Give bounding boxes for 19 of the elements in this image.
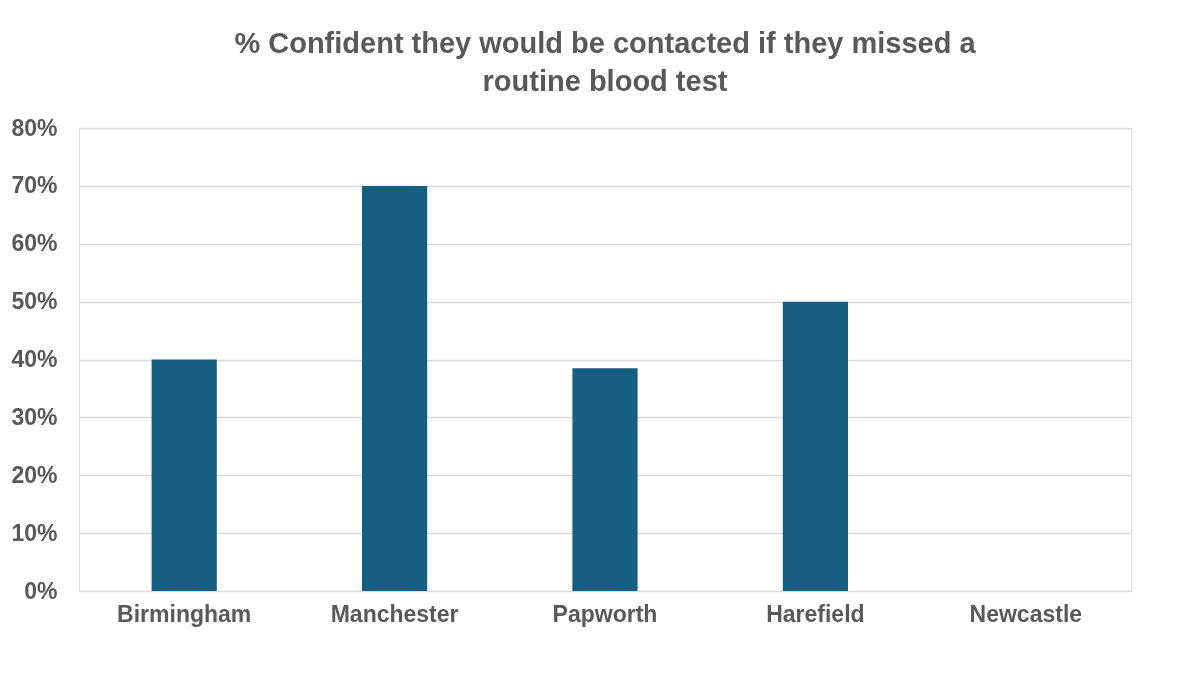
y-tick-label: 60%: [11, 230, 58, 257]
y-tick-label: 40%: [11, 346, 58, 372]
y-tick-label: 0%: [24, 577, 58, 604]
chart-title: % Confident they would be contacted if they missed a routine blood test: [234, 27, 977, 97]
bar: [782, 301, 849, 591]
bar: [151, 359, 217, 591]
y-tick-label: 70%: [11, 172, 58, 199]
bar: [572, 368, 638, 591]
x-tick-label: Newcastle: [969, 600, 1083, 627]
x-tick-label: Manchester: [330, 600, 459, 627]
bar: [361, 185, 428, 591]
y-tick-label: 50%: [11, 288, 58, 315]
y-tick-label: 20%: [11, 461, 58, 488]
x-tick-label: Birmingham: [117, 600, 252, 627]
y-tick-label: 30%: [11, 403, 58, 430]
y-tick-label: 80%: [11, 114, 58, 141]
x-tick-label: Papworth: [552, 600, 658, 627]
y-tick-label: 10%: [11, 519, 58, 546]
x-tick-label: Harefield: [766, 600, 865, 627]
